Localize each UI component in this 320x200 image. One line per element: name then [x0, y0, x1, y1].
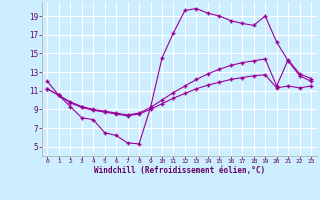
X-axis label: Windchill (Refroidissement éolien,°C): Windchill (Refroidissement éolien,°C): [94, 166, 265, 175]
